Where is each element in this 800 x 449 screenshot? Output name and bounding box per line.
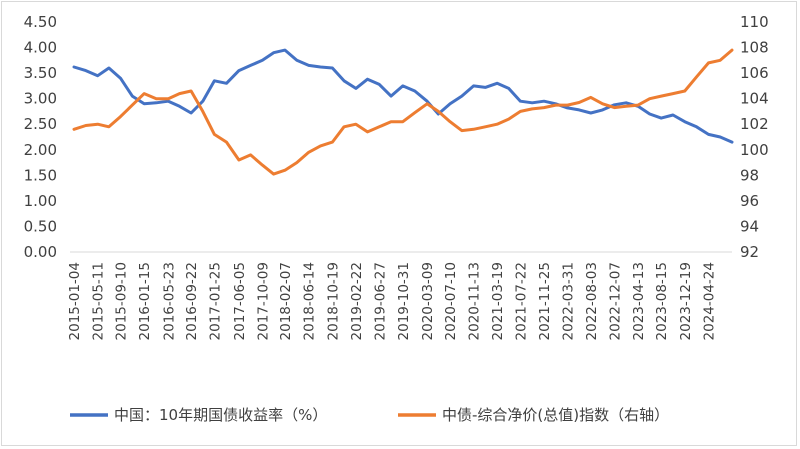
- legend-label: 中债-综合净价(总值)指数（右轴）: [442, 406, 669, 424]
- right-y-tick-label: 92: [740, 243, 759, 261]
- right-y-tick-label: 94: [740, 217, 759, 235]
- x-tick-label: 2022-12-07: [607, 262, 623, 340]
- series-line-bond-index: [72, 48, 734, 176]
- left-y-tick-label: 3.50: [24, 64, 57, 82]
- left-y-tick-label: 0.50: [24, 217, 57, 235]
- x-tick-label: 2021-03-19: [490, 262, 506, 340]
- x-tick-label: 2023-12-19: [678, 262, 694, 340]
- right-y-axis: 92 94 96 98 100 102 104 106 108 110: [740, 13, 769, 261]
- x-tick-label: 2021-07-22: [513, 262, 529, 340]
- x-tick-label: 2016-05-23: [161, 262, 177, 340]
- x-tick-label: 2016-09-22: [184, 262, 200, 340]
- left-y-tick-label: 3.00: [24, 90, 57, 108]
- x-axis: 2015-01-04 2015-05-11 2015-09-10 2016-01-15…: [67, 251, 732, 340]
- chart-legend: 中国：10年期国债收益率（%） 中债-综合净价(总值)指数（右轴）: [70, 406, 669, 424]
- x-tick-label: 2024-04-24: [702, 262, 718, 340]
- x-tick-label: 2018-06-14: [302, 262, 318, 340]
- legend-label: 中国：10年期国债收益率（%）: [114, 406, 327, 424]
- x-tick-label: 2021-11-25: [537, 262, 553, 340]
- x-tick-label: 2022-03-31: [561, 262, 577, 340]
- left-y-tick-label: 2.00: [24, 141, 57, 159]
- x-tick-label: 2020-07-10: [443, 262, 459, 340]
- x-tick-label: 2023-08-15: [654, 262, 670, 340]
- x-tick-label: 2017-01-25: [207, 262, 223, 340]
- plot-area: [72, 48, 734, 176]
- right-y-tick-label: 100: [740, 141, 769, 159]
- x-tick-label: 2020-11-13: [467, 262, 483, 340]
- x-tick-label: 2019-02-22: [349, 262, 365, 340]
- right-y-tick-label: 106: [740, 64, 769, 82]
- left-y-tick-label: 0.00: [24, 243, 57, 261]
- x-tick-label: 2019-06-27: [372, 262, 388, 340]
- x-tick-label: 2015-01-04: [67, 262, 83, 340]
- left-y-tick-label: 4.00: [24, 39, 57, 57]
- right-y-tick-label: 96: [740, 192, 759, 210]
- x-tick-label: 2016-01-15: [137, 262, 153, 340]
- x-tick-label: 2019-10-31: [396, 262, 412, 340]
- left-y-axis: 0.00 0.50 1.00 1.50 2.00 2.50 3.00 3.50 4.00 4.50: [24, 13, 57, 261]
- series-line-bond-yield: [72, 48, 734, 144]
- x-tick-label: 2015-05-11: [91, 262, 107, 340]
- left-y-tick-label: 1.00: [24, 192, 57, 210]
- x-tick-label: 2017-06-05: [232, 262, 248, 340]
- x-tick-label: 2018-10-19: [325, 262, 341, 340]
- x-tick-label: 2018-02-07: [278, 262, 294, 340]
- right-y-tick-label: 104: [740, 90, 769, 108]
- x-tick-label: 2022-08-03: [584, 262, 600, 340]
- right-y-tick-label: 98: [740, 166, 759, 184]
- x-tick-label: 2015-09-10: [114, 262, 130, 340]
- right-y-tick-label: 110: [740, 13, 769, 31]
- right-y-tick-label: 108: [740, 39, 769, 57]
- right-y-tick-label: 102: [740, 115, 769, 133]
- x-tick-label: 2017-10-09: [255, 262, 271, 340]
- x-tick-label: 2023-04-13: [631, 262, 647, 340]
- x-tick-label: 2020-03-09: [420, 262, 436, 340]
- left-y-tick-label: 1.50: [24, 166, 57, 184]
- left-y-tick-label: 4.50: [24, 13, 57, 31]
- left-y-tick-label: 2.50: [24, 115, 57, 133]
